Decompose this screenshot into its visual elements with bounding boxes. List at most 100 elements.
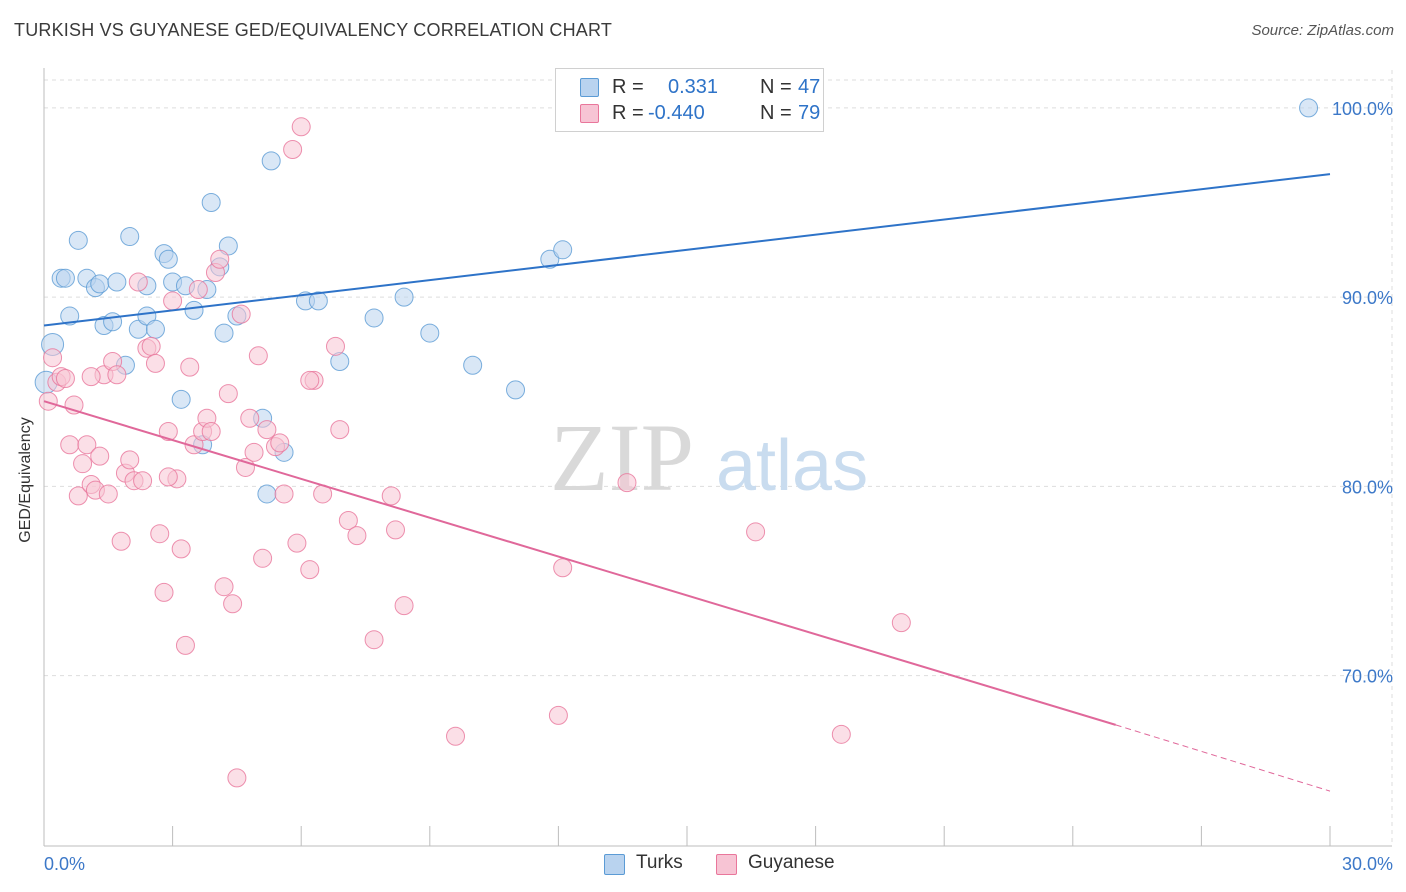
guyanese-point bbox=[158, 422, 178, 442]
guyanese-point bbox=[111, 531, 131, 551]
source-label: Source: ZipAtlas.com bbox=[1251, 22, 1394, 39]
guyanese-point bbox=[291, 117, 311, 137]
turks-point bbox=[540, 249, 560, 269]
guyanese-point bbox=[257, 420, 277, 440]
turks-point bbox=[107, 272, 127, 292]
guyanese-point bbox=[55, 369, 75, 389]
watermark: ZIP atlas bbox=[550, 404, 868, 511]
legend-r-label-turks: R = bbox=[612, 76, 644, 98]
guyanese-point bbox=[394, 596, 414, 616]
guyanese-point bbox=[133, 471, 153, 491]
y-tick-label: 70.0% bbox=[1342, 667, 1393, 687]
turks-point bbox=[120, 227, 140, 247]
turks-point bbox=[308, 291, 328, 311]
legend-n-label-guyanese: N = bbox=[760, 102, 792, 124]
turks-point bbox=[103, 312, 123, 332]
guyanese-point bbox=[300, 370, 320, 390]
legend-r-value-turks: 0.331 bbox=[668, 76, 719, 98]
guyanese-point bbox=[171, 539, 191, 559]
guyanese-point bbox=[347, 526, 367, 546]
y-tick-label: 90.0% bbox=[1342, 288, 1393, 308]
guyanese-point bbox=[77, 435, 97, 455]
y-tick-label: 80.0% bbox=[1342, 477, 1393, 497]
guyanese-point bbox=[154, 582, 174, 602]
guyanese-point bbox=[98, 484, 118, 504]
turks-point bbox=[145, 319, 165, 339]
turks-point bbox=[68, 230, 88, 250]
guyanese-point bbox=[128, 272, 148, 292]
guyanese-point bbox=[145, 353, 165, 373]
legend-n-label-turks: N = bbox=[760, 76, 792, 98]
turks-point bbox=[420, 323, 440, 343]
guyanese-point bbox=[81, 367, 101, 387]
bottom-legend-swatch-turks bbox=[604, 854, 625, 875]
trend-layer bbox=[43, 173, 1331, 792]
guyanese-point bbox=[201, 422, 221, 442]
legend-n-value-guyanese: 79 bbox=[798, 102, 821, 124]
points-layer bbox=[34, 98, 1319, 788]
turks-trend-line bbox=[43, 173, 1331, 327]
guyanese-point bbox=[338, 510, 358, 530]
turks-point bbox=[158, 249, 178, 269]
watermark-atlas: atlas bbox=[716, 426, 868, 506]
turks-point bbox=[261, 151, 281, 171]
guyanese-point bbox=[214, 577, 234, 597]
guyanese-point bbox=[120, 450, 140, 470]
guyanese-point bbox=[244, 442, 264, 462]
chart-title: TURKISH VS GUYANESE GED/EQUIVALENCY CORR… bbox=[14, 20, 613, 40]
guyanese-point bbox=[188, 280, 208, 300]
guyanese-point bbox=[253, 548, 273, 568]
guyanese-point bbox=[158, 467, 178, 487]
guyanese-point bbox=[73, 454, 93, 474]
tick-label-layer: 70.0% 80.0% 90.0% 100.0% 0.0% 30.0% bbox=[44, 99, 1393, 874]
guyanese-point bbox=[330, 420, 350, 440]
legend-swatch-turks bbox=[580, 78, 599, 97]
guyanese-point bbox=[325, 336, 345, 356]
guyanese-point bbox=[231, 304, 251, 324]
bottom-legend-swatch-guyanese bbox=[716, 854, 737, 875]
turks-point bbox=[506, 380, 526, 400]
guyanese-point bbox=[240, 408, 260, 428]
turks-point bbox=[184, 300, 204, 320]
guyanese-trend-extension bbox=[1115, 724, 1331, 792]
axes-layer bbox=[43, 68, 1392, 847]
guyanese-point bbox=[287, 533, 307, 553]
guyanese-point bbox=[210, 249, 230, 269]
x-tick-label: 0.0% bbox=[44, 854, 85, 874]
guyanese-point bbox=[891, 613, 911, 633]
legend-r-label-guyanese: R = bbox=[612, 102, 644, 124]
y-tick-label: 100.0% bbox=[1332, 99, 1393, 119]
turks-point bbox=[214, 323, 234, 343]
guyanese-point bbox=[553, 558, 573, 578]
guyanese-point bbox=[43, 348, 63, 368]
guyanese-point bbox=[68, 486, 88, 506]
guyanese-point bbox=[270, 433, 290, 453]
legend-n-value-turks: 47 bbox=[798, 76, 821, 98]
guyanese-point bbox=[381, 486, 401, 506]
turks-point bbox=[171, 389, 191, 409]
turks-point bbox=[257, 484, 277, 504]
guyanese-point bbox=[386, 520, 406, 540]
turks-point bbox=[394, 287, 414, 307]
guyanese-point bbox=[163, 291, 183, 311]
turks-point bbox=[218, 236, 238, 256]
guyanese-point bbox=[218, 384, 238, 404]
guyanese-point bbox=[364, 630, 384, 650]
guyanese-point bbox=[150, 524, 170, 544]
x-tick-label: 30.0% bbox=[1342, 854, 1393, 874]
guyanese-trend-line bbox=[43, 400, 1116, 726]
guyanese-point bbox=[107, 365, 127, 385]
guyanese-point bbox=[141, 336, 161, 356]
turks-point bbox=[201, 192, 221, 212]
guyanese-point bbox=[60, 435, 80, 455]
legend-swatch-guyanese bbox=[580, 104, 599, 123]
legend-r-value-guyanese: -0.440 bbox=[648, 102, 705, 124]
correlation-legend: R = 0.331 N = 47 R = -0.440 N = 79 bbox=[555, 68, 824, 132]
guyanese-point bbox=[746, 522, 766, 542]
guyanese-point bbox=[180, 357, 200, 377]
turks-point bbox=[90, 274, 110, 294]
turks-point bbox=[1299, 98, 1319, 118]
guyanese-point bbox=[274, 484, 294, 504]
turks-point bbox=[55, 268, 75, 288]
